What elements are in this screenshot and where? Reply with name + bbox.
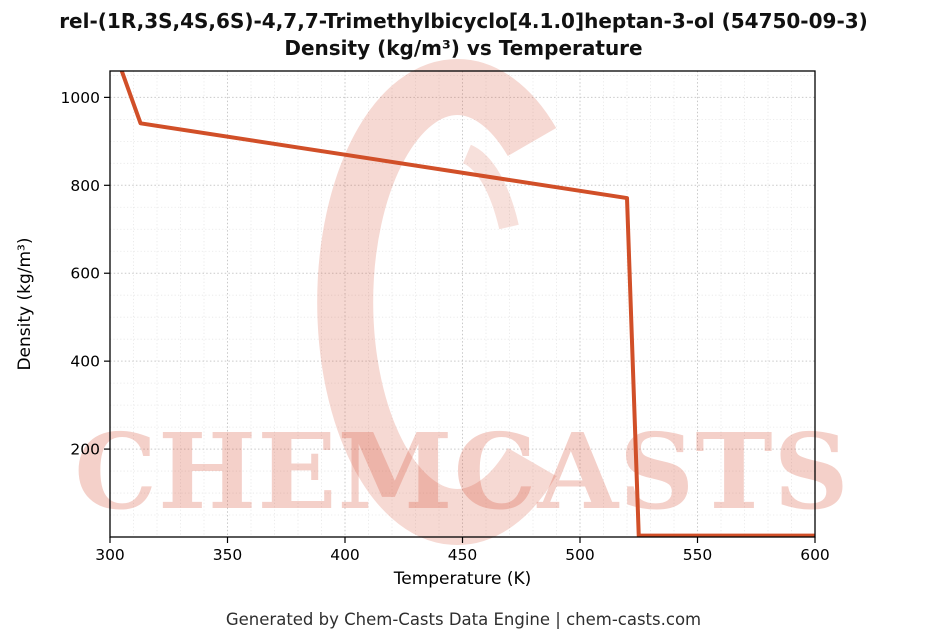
x-tick-label: 400 [330,546,360,564]
x-tick-label: 500 [565,546,595,564]
x-tick-label: 550 [683,546,713,564]
major-gridlines [109,71,816,537]
footer-attribution: Generated by Chem-Casts Data Engine | ch… [225,610,702,629]
y-tick-label: 1000 [61,89,100,107]
data-series [119,71,815,537]
y-tick-label: 200 [70,441,100,459]
chart-title: rel-(1R,3S,4S,6S)-4,7,7-Trimethylbicyclo… [59,9,868,33]
chart-subtitle: Density (kg/m³) vs Temperature [284,36,643,60]
x-tick-label: 600 [800,546,830,564]
y-tick-label: 400 [70,353,100,371]
x-tick-label: 450 [448,546,478,564]
y-tick-label: 600 [70,265,100,283]
x-tick-label: 300 [95,546,125,564]
x-axis-label: Temperature (K) [393,569,532,589]
minor-gridlines [110,71,815,538]
chemcasts-c-logo [317,59,557,545]
density-line [119,71,815,537]
y-tick-label: 800 [70,177,100,195]
chemcasts-c-logo-inner-stroke [462,144,519,230]
axes: 300 350 400 450 500 550 600 200 400 600 800 1000 [61,70,830,564]
y-axis-label: Density (kg/m³) [15,237,35,371]
x-tick-label: 350 [213,546,243,564]
watermark-text: CHEMCASTS [74,410,850,533]
